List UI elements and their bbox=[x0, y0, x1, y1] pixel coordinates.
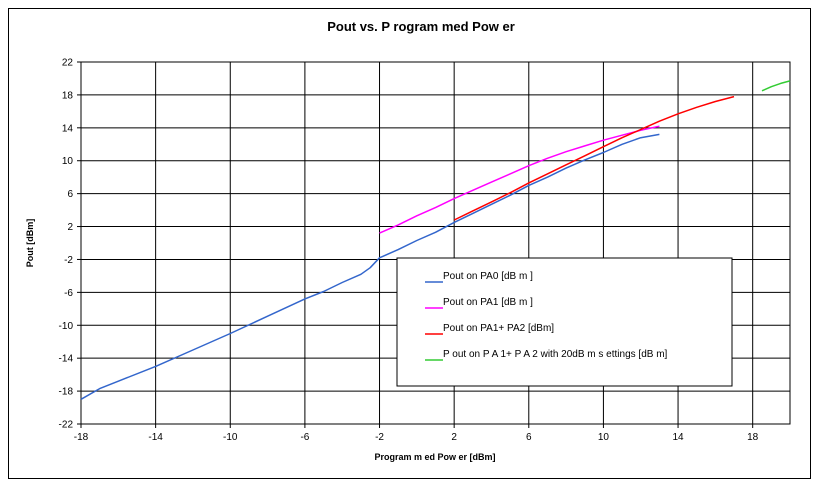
x-tick-label: -14 bbox=[148, 432, 163, 443]
y-tick-label: 14 bbox=[62, 123, 74, 134]
x-axis-label: Program m ed Pow er [dBm] bbox=[374, 452, 495, 462]
legend-box bbox=[396, 257, 733, 387]
series-line-2 bbox=[379, 125, 660, 234]
legend-label-2: Pout on PA1 [dB m ] bbox=[443, 297, 533, 308]
x-tick-label: -10 bbox=[223, 432, 238, 443]
y-tick-label: -6 bbox=[64, 288, 73, 299]
x-tick-label: -6 bbox=[300, 432, 309, 443]
x-tick-label: 2 bbox=[451, 432, 457, 443]
y-tick-label: 22 bbox=[62, 58, 74, 69]
y-tick-label: -10 bbox=[59, 321, 74, 332]
y-tick-label: 10 bbox=[62, 156, 74, 167]
y-tick-label: 2 bbox=[67, 222, 73, 233]
legend-label-3: Pout on PA1+ PA2 [dBm] bbox=[443, 323, 554, 334]
y-tick-label: 6 bbox=[67, 189, 73, 200]
chart-frame: Pout vs. P rogram med Pow er -22 -18 -14 -1… bbox=[8, 8, 811, 479]
y-tick-label: -22 bbox=[59, 420, 74, 431]
y-axis-label: Pout [dBm] bbox=[25, 219, 35, 268]
legend-label-1: Pout on PA0 [dB m ] bbox=[443, 271, 533, 282]
x-tick-labels: -18 -14 -10 -6 -2 2 6 10 14 18 bbox=[74, 432, 759, 443]
x-tick-label: 18 bbox=[747, 432, 759, 443]
series-line-4 bbox=[761, 80, 791, 92]
x-tick-label: 6 bbox=[526, 432, 532, 443]
y-tick-label: -14 bbox=[59, 354, 74, 365]
series-line-3 bbox=[453, 95, 735, 221]
x-tick-label: 14 bbox=[672, 432, 684, 443]
y-tick-label: -18 bbox=[59, 387, 74, 398]
legend: Pout on PA0 [dB m ] Pout on PA1 [dB m ] Po… bbox=[396, 257, 733, 387]
series-line-1 bbox=[80, 133, 660, 400]
y-tick-label: 18 bbox=[62, 90, 74, 101]
line-chart: Pout vs. P rogram med Pow er -22-18-14-1… bbox=[25, 19, 791, 462]
legend-label-4: P out on P A 1+ P A 2 with 20dB m s etti… bbox=[443, 349, 668, 360]
series-lines bbox=[80, 80, 791, 400]
plot-area-border bbox=[80, 61, 791, 425]
x-tick-label: -18 bbox=[74, 432, 89, 443]
x-tick-label: -2 bbox=[375, 432, 384, 443]
x-tick-label: 10 bbox=[598, 432, 610, 443]
chart-title: Pout vs. P rogram med Pow er bbox=[327, 19, 515, 34]
y-tick-label: -2 bbox=[64, 255, 73, 266]
